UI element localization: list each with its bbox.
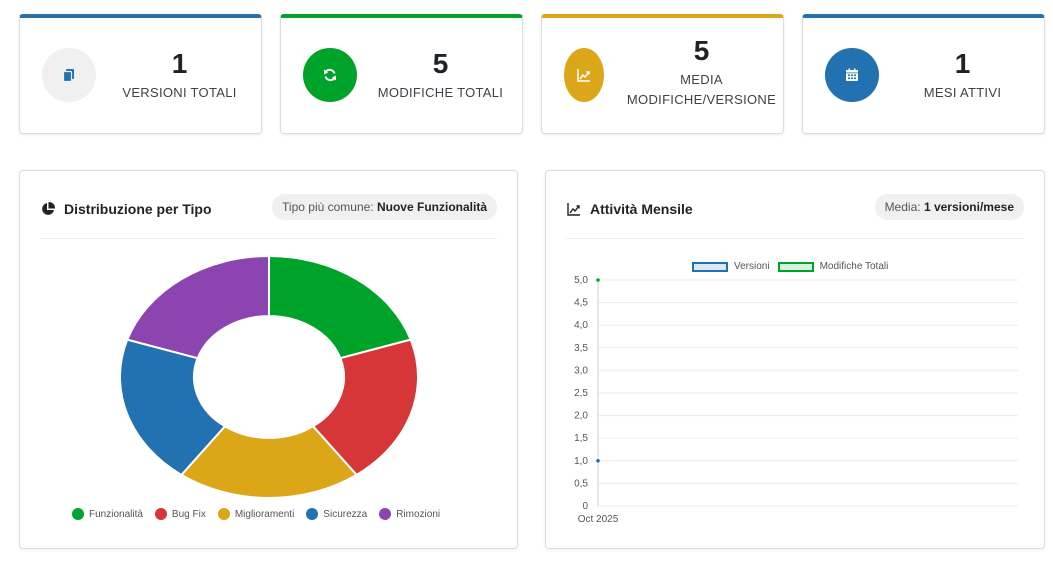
donut-legend: Funzionalità Bug Fix Miglioramenti Sicurezz… — [72, 508, 452, 520]
legend-item[interactable]: Rimozioni — [379, 508, 440, 520]
copy-icon — [62, 69, 74, 83]
donut-slice[interactable] — [125, 254, 270, 360]
legend-swatch — [379, 508, 392, 520]
data-point[interactable] — [596, 459, 600, 463]
stat-value: 5 — [432, 47, 449, 79]
stat-label: MEDIA — [680, 71, 723, 87]
legend-label: Versioni — [734, 261, 770, 272]
x-tick-label: Oct 2025 — [578, 514, 619, 525]
most-common-badge: Tipo più comune: Nuove Funzionalità — [272, 194, 497, 220]
y-tick-label: 1,0 — [574, 456, 588, 467]
stat-icon-bg — [564, 48, 604, 102]
y-tick-label: 0 — [582, 501, 588, 512]
legend-item[interactable]: Modifiche Totali — [777, 261, 889, 272]
line-legend: Versioni Modifiche Totali — [692, 261, 896, 272]
y-tick-label: 2,0 — [574, 411, 588, 422]
panel-title-text: Distribuzione per Tipo — [64, 201, 212, 217]
calendar-icon — [846, 68, 858, 81]
y-tick-label: 4,5 — [574, 298, 588, 309]
legend-swatch — [306, 508, 319, 520]
stat-value: 5 — [693, 34, 710, 66]
legend-swatch — [692, 261, 728, 272]
stat-icon-bg — [303, 48, 357, 102]
badge-label: Media: — [884, 200, 921, 214]
legend-label: Rimozioni — [396, 508, 441, 520]
stat-card-versions: 1 VERSIONI TOTALI — [19, 14, 262, 134]
legend-swatch — [777, 261, 814, 272]
panel-title-text: Attività Mensile — [590, 201, 693, 217]
stat-card-average: 5 MEDIA MODIFICHE/VERSIONE — [541, 14, 784, 134]
legend-item[interactable]: Funzionalità — [72, 508, 143, 520]
stat-icon-bg — [42, 48, 96, 102]
data-point[interactable] — [596, 278, 600, 282]
stat-label: MESI ATTIVI — [923, 84, 1002, 100]
legend-swatch — [217, 508, 230, 520]
y-tick-label: 1,5 — [574, 433, 588, 444]
activity-panel: Attività Mensile Media: 1 versioni/mese … — [545, 170, 1045, 549]
panel-header: Distribuzione per Tipo Tipo più comune: … — [40, 193, 497, 239]
panel-header: Attività Mensile Media: 1 versioni/mese — [566, 193, 1024, 239]
legend-item[interactable]: Versioni — [692, 261, 770, 272]
y-tick-label: 3,0 — [574, 365, 588, 376]
legend-swatch — [154, 508, 167, 520]
y-tick-label: 4,0 — [574, 320, 588, 331]
pie-chart-icon — [42, 201, 56, 215]
legend-item[interactable]: Miglioramenti — [217, 508, 295, 520]
donut-slice[interactable] — [268, 254, 413, 360]
legend-item[interactable]: Sicurezza — [306, 508, 367, 520]
average-badge: Media: 1 versioni/mese — [874, 194, 1024, 220]
y-tick-label: 3,5 — [574, 343, 588, 354]
stat-label-line2: MODIFICHE/VERSIONE — [626, 91, 777, 107]
donut-slice[interactable] — [179, 424, 359, 499]
legend-label: Miglioramenti — [234, 508, 295, 520]
line-chart: 0 0,5 1,0 1,5 2,0 2,5 3,0 3,5 4,0 4,5 5,0 Oct 2025 — [574, 275, 1018, 525]
panel-title: Attività Mensile — [566, 201, 693, 217]
panel-title: Distribuzione per Tipo — [40, 201, 212, 217]
y-tick-label: 0,5 — [574, 478, 588, 489]
badge-value: Nuove Funzionalità — [376, 200, 487, 214]
legend-swatch — [72, 508, 84, 520]
stat-icon-bg — [825, 48, 879, 102]
legend-label: Funzionalità — [89, 508, 143, 520]
stat-label: MODIFICHE TOTALI — [377, 84, 504, 100]
y-tick-label: 5,0 — [574, 275, 588, 286]
stat-card-months: 1 MESI ATTIVI — [802, 14, 1045, 134]
donut-slice[interactable] — [311, 338, 419, 477]
y-tick-label: 2,5 — [574, 388, 588, 399]
legend-label: Sicurezza — [323, 508, 368, 520]
distribution-panel: Distribuzione per Tipo Tipo più comune: … — [19, 170, 518, 549]
badge-label: Tipo più comune: — [282, 200, 374, 214]
donut-slice[interactable] — [119, 338, 227, 477]
legend-label: Bug Fix — [171, 508, 206, 520]
legend-label: Modifiche Totali — [819, 261, 889, 272]
refresh-icon — [324, 68, 336, 82]
chart-line-icon — [577, 69, 590, 82]
stat-value: 1 — [171, 47, 188, 79]
chart-line-icon — [567, 203, 580, 216]
stat-card-changes: 5 MODIFICHE TOTALI — [280, 14, 523, 134]
donut-chart — [119, 254, 419, 499]
stat-label: VERSIONI TOTALI — [122, 84, 237, 100]
legend-item[interactable]: Bug Fix — [154, 508, 206, 520]
badge-value: 1 versioni/mese — [923, 200, 1014, 214]
stat-value: 1 — [954, 47, 971, 79]
